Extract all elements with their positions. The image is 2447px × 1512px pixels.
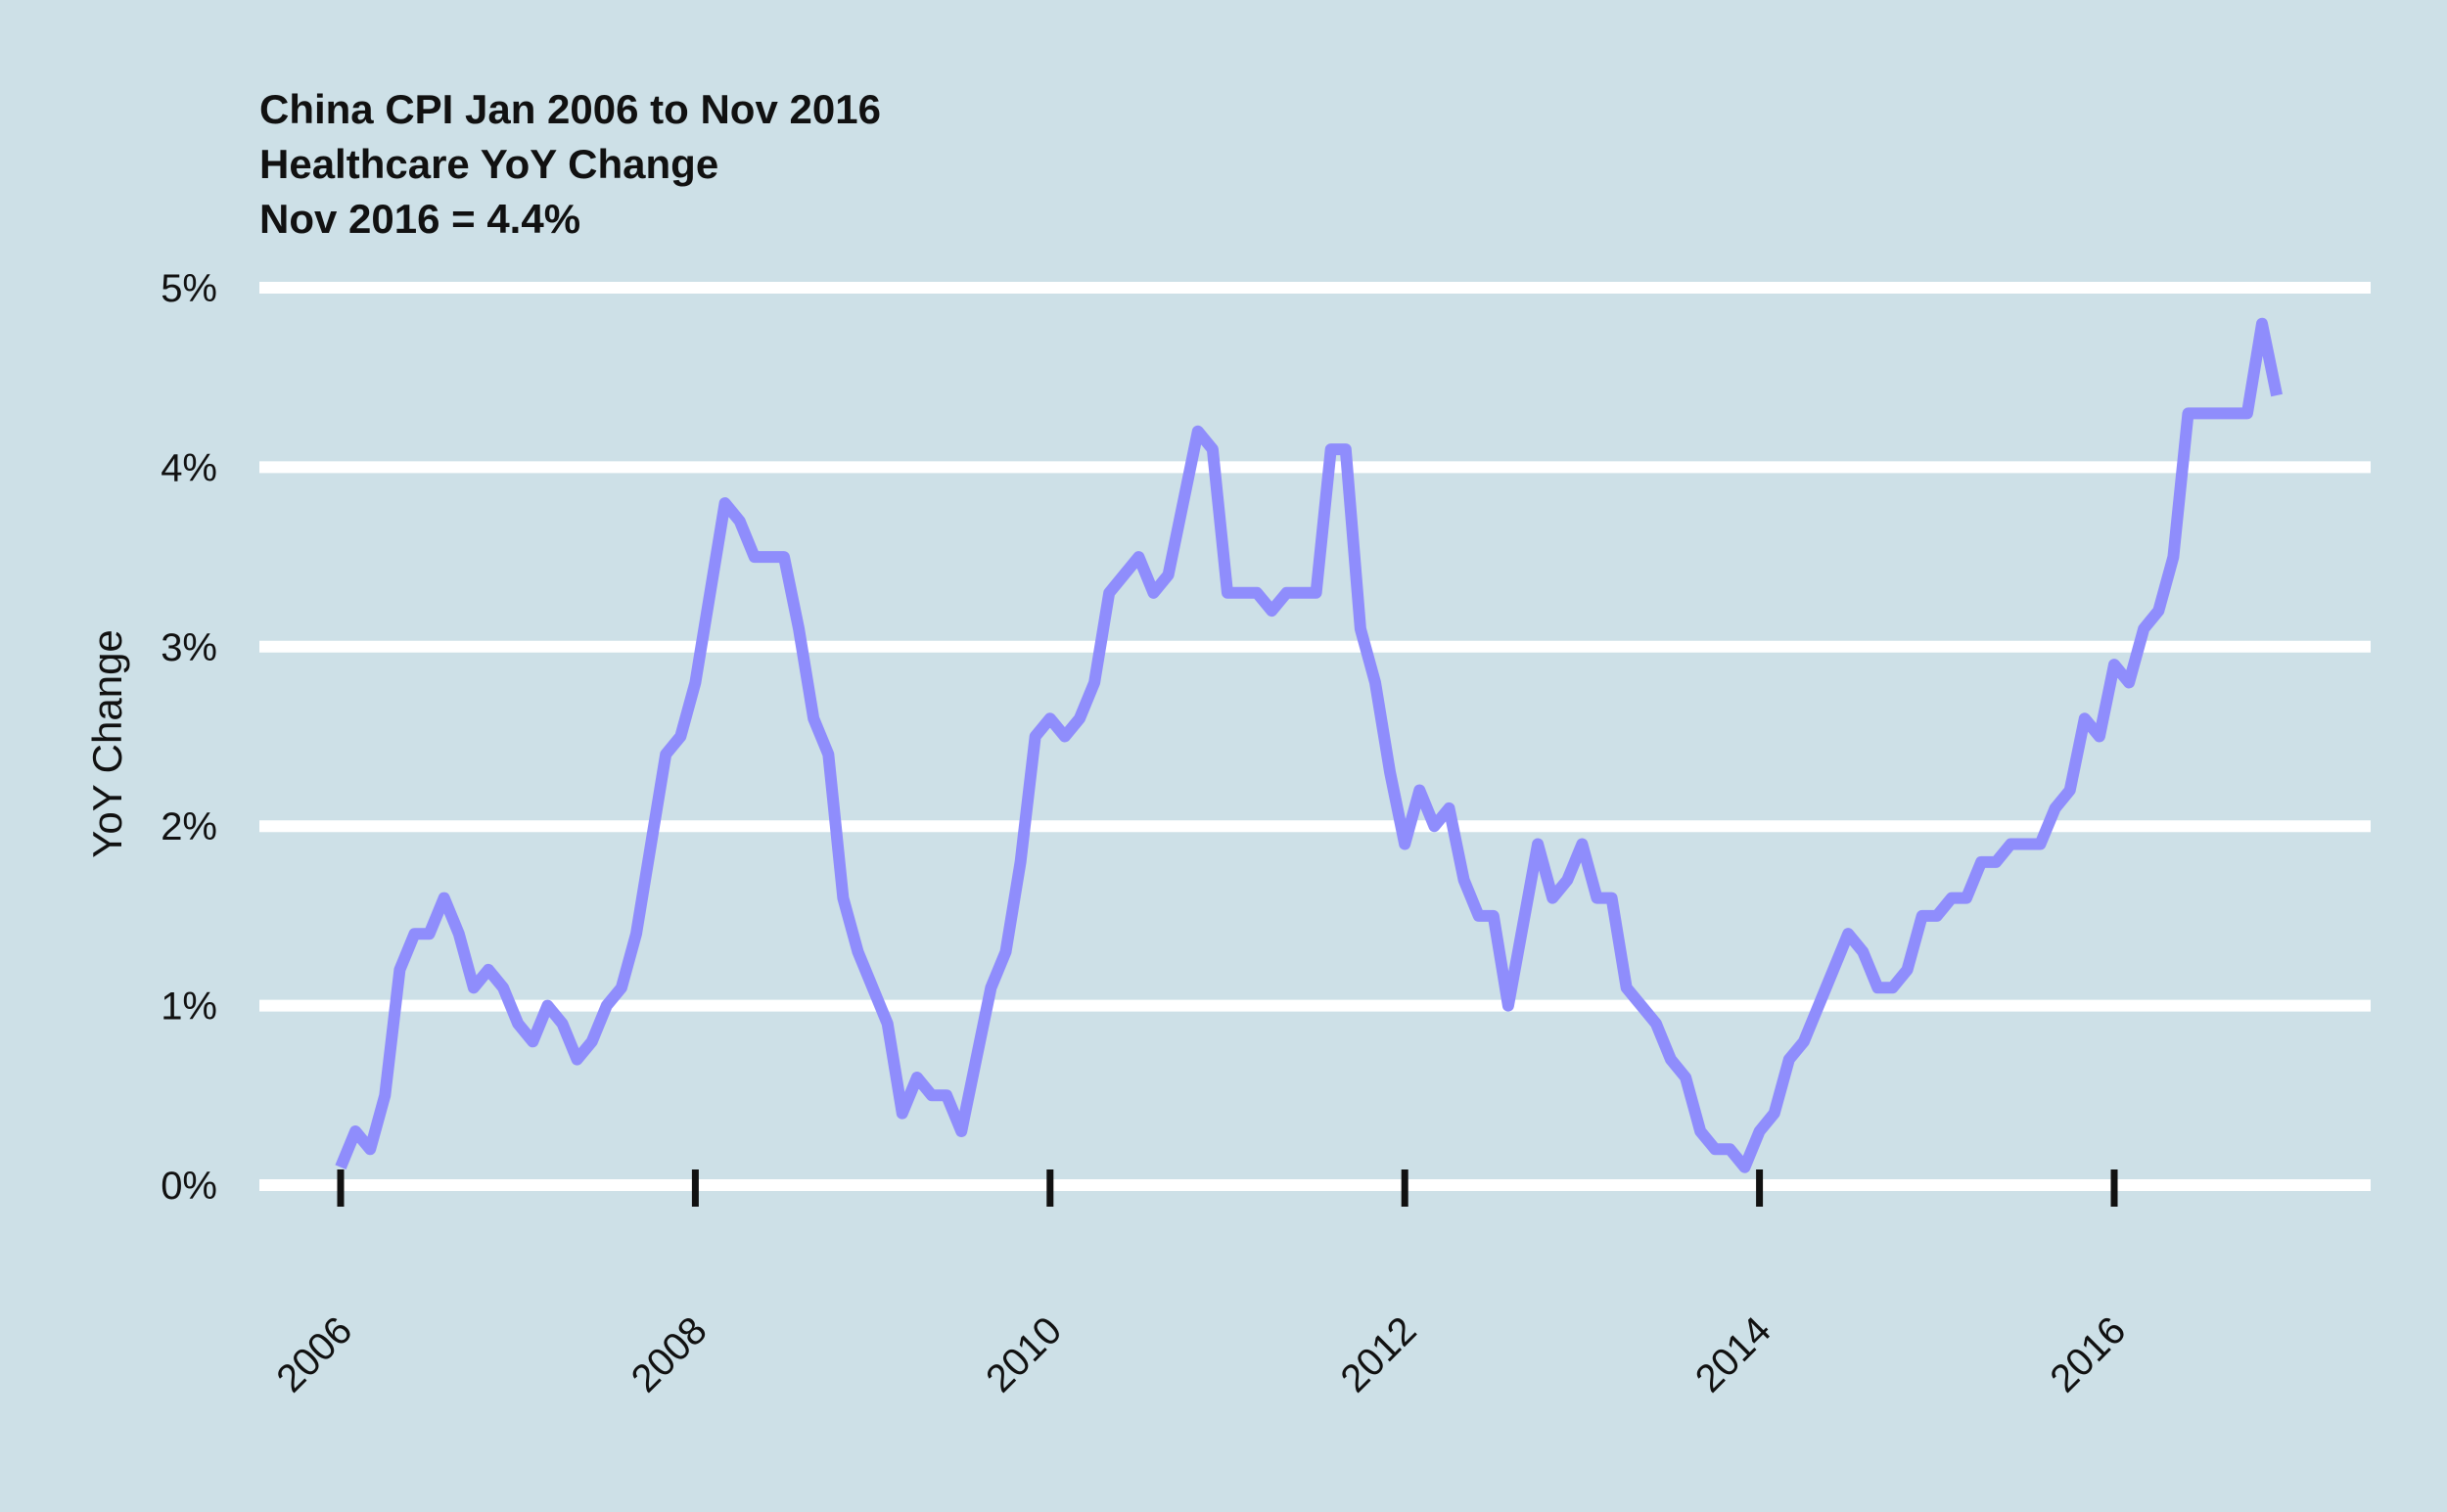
title-line-3: Nov 2016 = 4.4% <box>259 196 580 242</box>
y-tick-label: 5% <box>161 267 217 310</box>
y-tick-label: 1% <box>161 985 217 1029</box>
title-line-1: China CPI Jan 2006 to Nov 2016 <box>259 86 881 132</box>
chart-title: China CPI Jan 2006 to Nov 2016 Healthcar… <box>259 86 881 242</box>
y-tick-label: 2% <box>161 805 217 848</box>
series-line-healthcare-yoy <box>335 317 2283 1173</box>
title-line-2: Healthcare YoY Change <box>259 141 718 187</box>
y-tick-label: 3% <box>161 626 217 669</box>
x-ticks <box>337 1169 2118 1207</box>
y-axis-label: YoY Change <box>84 629 130 858</box>
y-tick-label: 4% <box>161 446 217 489</box>
y-tick-labels: 0% 1% 2% 3% 4% 5% <box>161 267 217 1208</box>
y-tick-label: 0% <box>161 1165 217 1208</box>
